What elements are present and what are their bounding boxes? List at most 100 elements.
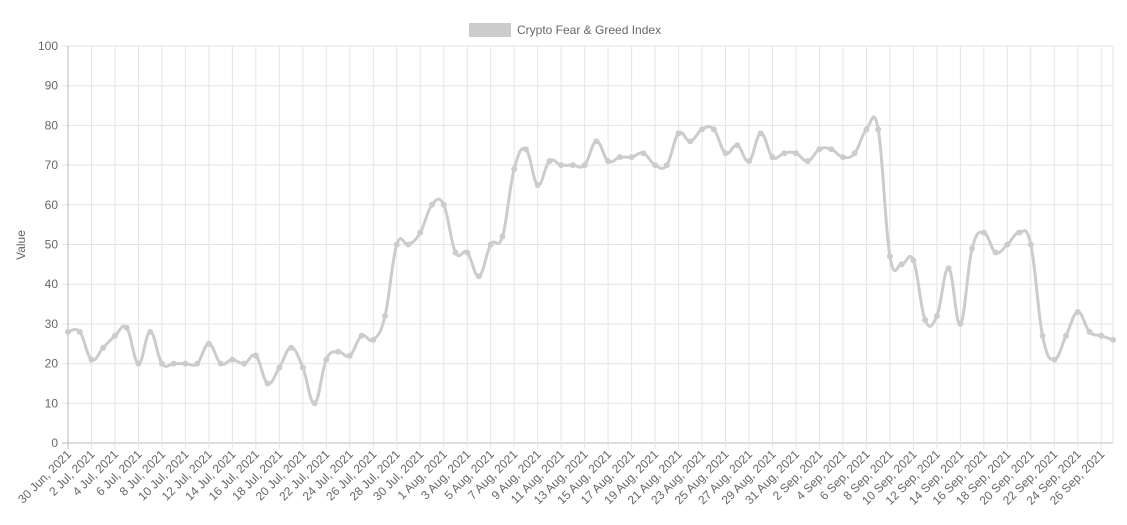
data-point[interactable] — [440, 201, 447, 208]
data-point[interactable] — [170, 360, 177, 367]
data-point[interactable] — [475, 273, 482, 280]
data-point[interactable] — [499, 233, 506, 240]
data-point[interactable] — [335, 348, 342, 355]
data-point[interactable] — [581, 162, 588, 169]
data-point[interactable] — [699, 126, 706, 133]
data-point[interactable] — [593, 138, 600, 145]
data-point[interactable] — [992, 249, 999, 256]
data-point[interactable] — [863, 126, 870, 133]
data-point[interactable] — [135, 360, 142, 367]
data-point[interactable] — [370, 336, 377, 343]
data-point[interactable] — [652, 162, 659, 169]
y-tick-label: 50 — [45, 238, 59, 252]
data-point[interactable] — [1063, 332, 1070, 339]
data-point[interactable] — [605, 158, 612, 165]
data-point[interactable] — [757, 130, 764, 137]
y-tick-label: 20 — [45, 357, 59, 371]
data-point[interactable] — [734, 142, 741, 149]
data-point[interactable] — [886, 253, 893, 260]
data-point[interactable] — [769, 154, 776, 161]
data-point[interactable] — [241, 360, 248, 367]
data-point[interactable] — [1039, 332, 1046, 339]
data-point[interactable] — [558, 162, 565, 169]
data-point[interactable] — [264, 380, 271, 387]
data-point[interactable] — [229, 356, 236, 363]
data-point[interactable] — [158, 360, 165, 367]
legend-label: Crypto Fear & Greed Index — [517, 23, 661, 37]
data-point[interactable] — [311, 400, 318, 407]
data-point[interactable] — [288, 344, 295, 351]
data-point[interactable] — [88, 356, 95, 363]
data-point[interactable] — [65, 328, 71, 335]
data-point[interactable] — [898, 261, 905, 268]
data-point[interactable] — [1098, 332, 1105, 339]
legend[interactable]: Crypto Fear & Greed Index — [469, 23, 661, 37]
data-point[interactable] — [346, 352, 353, 359]
data-point[interactable] — [205, 340, 212, 347]
data-point[interactable] — [722, 150, 729, 157]
data-point[interactable] — [1016, 229, 1023, 236]
y-tick-label: 10 — [45, 396, 59, 410]
data-point[interactable] — [675, 130, 682, 137]
data-point[interactable] — [1004, 241, 1011, 248]
data-point[interactable] — [511, 166, 518, 173]
y-tick-label: 80 — [45, 118, 59, 132]
legend-swatch — [469, 23, 511, 37]
data-point[interactable] — [781, 150, 788, 157]
data-point[interactable] — [487, 241, 494, 248]
data-point[interactable] — [569, 162, 576, 169]
data-point[interactable] — [100, 344, 107, 351]
data-point[interactable] — [875, 126, 882, 133]
data-point[interactable] — [945, 265, 952, 272]
data-point[interactable] — [1074, 308, 1081, 315]
data-point[interactable] — [182, 360, 189, 367]
data-point[interactable] — [687, 138, 694, 145]
data-point[interactable] — [323, 356, 330, 363]
data-point[interactable] — [851, 150, 858, 157]
data-point[interactable] — [710, 126, 717, 133]
data-point[interactable] — [358, 332, 365, 339]
data-point[interactable] — [1051, 356, 1058, 363]
data-point[interactable] — [1110, 336, 1116, 343]
data-point[interactable] — [922, 316, 929, 323]
data-point[interactable] — [910, 257, 917, 264]
data-point[interactable] — [980, 229, 987, 236]
data-point[interactable] — [123, 324, 130, 331]
data-point[interactable] — [417, 229, 424, 236]
data-point[interactable] — [1027, 241, 1034, 248]
data-point[interactable] — [76, 328, 83, 335]
data-point[interactable] — [839, 154, 846, 161]
data-point[interactable] — [252, 352, 259, 359]
data-point[interactable] — [276, 364, 283, 371]
data-point[interactable] — [933, 312, 940, 319]
data-point[interactable] — [1086, 328, 1093, 335]
data-point[interactable] — [393, 241, 400, 248]
data-point[interactable] — [452, 249, 459, 256]
data-point[interactable] — [804, 158, 811, 165]
data-point[interactable] — [792, 150, 799, 157]
data-point[interactable] — [957, 320, 964, 327]
data-point[interactable] — [640, 150, 647, 157]
data-point[interactable] — [217, 360, 224, 367]
data-point[interactable] — [746, 158, 753, 165]
data-point[interactable] — [522, 146, 529, 153]
data-point[interactable] — [147, 328, 154, 335]
data-point[interactable] — [969, 245, 976, 252]
data-point[interactable] — [405, 241, 412, 248]
data-point[interactable] — [816, 146, 823, 153]
data-point[interactable] — [464, 249, 471, 256]
data-point[interactable] — [663, 162, 670, 169]
data-point[interactable] — [382, 312, 389, 319]
data-point[interactable] — [428, 201, 435, 208]
y-tick-label: 100 — [38, 39, 58, 53]
data-point[interactable] — [616, 154, 623, 161]
data-point[interactable] — [628, 154, 635, 161]
series-line — [67, 115, 1114, 405]
data-point[interactable] — [546, 158, 553, 165]
data-point[interactable] — [194, 360, 201, 367]
data-point[interactable] — [299, 364, 306, 371]
data-point[interactable] — [534, 181, 541, 188]
data-point[interactable] — [111, 332, 118, 339]
data-point[interactable] — [828, 146, 835, 153]
